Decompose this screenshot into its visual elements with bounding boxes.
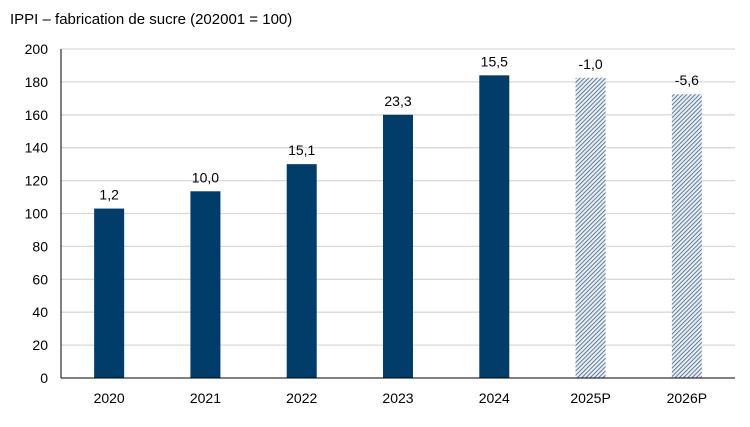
data-label: 15,5	[481, 53, 508, 69]
chart-title: IPPI – fabrication de sucre (202001 = 10…	[10, 11, 292, 28]
bar-2021	[190, 191, 221, 378]
data-label: 23,3	[384, 93, 411, 109]
bar-2022	[286, 164, 317, 378]
y-tick-label: 180	[25, 74, 49, 90]
x-tick-label: 2023	[382, 390, 413, 406]
y-tick-label: 80	[32, 238, 48, 254]
y-tick-label: 120	[25, 173, 49, 189]
x-tick-label: 2024	[479, 390, 510, 406]
x-tick-label: 2020	[94, 390, 125, 406]
y-tick-label: 40	[32, 304, 48, 320]
bar-2025P	[575, 77, 606, 378]
y-tick-label: 200	[25, 41, 49, 57]
bar-2020	[94, 208, 125, 378]
y-tick-label: 60	[32, 271, 48, 287]
data-label: -5,6	[675, 72, 699, 88]
data-label: -1,0	[579, 56, 603, 72]
x-tick-label: 2021	[190, 390, 221, 406]
y-tick-label: 100	[25, 206, 49, 222]
x-tick-label: 2026P	[667, 390, 707, 406]
x-tick-label: 2025P	[570, 390, 610, 406]
y-tick-label: 160	[25, 107, 49, 123]
bar-2023	[383, 114, 413, 379]
bar-2026P	[671, 94, 702, 379]
y-tick-label: 20	[32, 337, 48, 353]
data-label: 1,2	[99, 187, 119, 203]
x-tick-label: 2022	[286, 390, 317, 406]
y-tick-label: 140	[25, 140, 49, 156]
bar-2024	[479, 75, 510, 378]
data-label: 10,0	[192, 169, 219, 185]
y-tick-label: 0	[40, 370, 48, 386]
data-label: 15,1	[288, 142, 315, 158]
